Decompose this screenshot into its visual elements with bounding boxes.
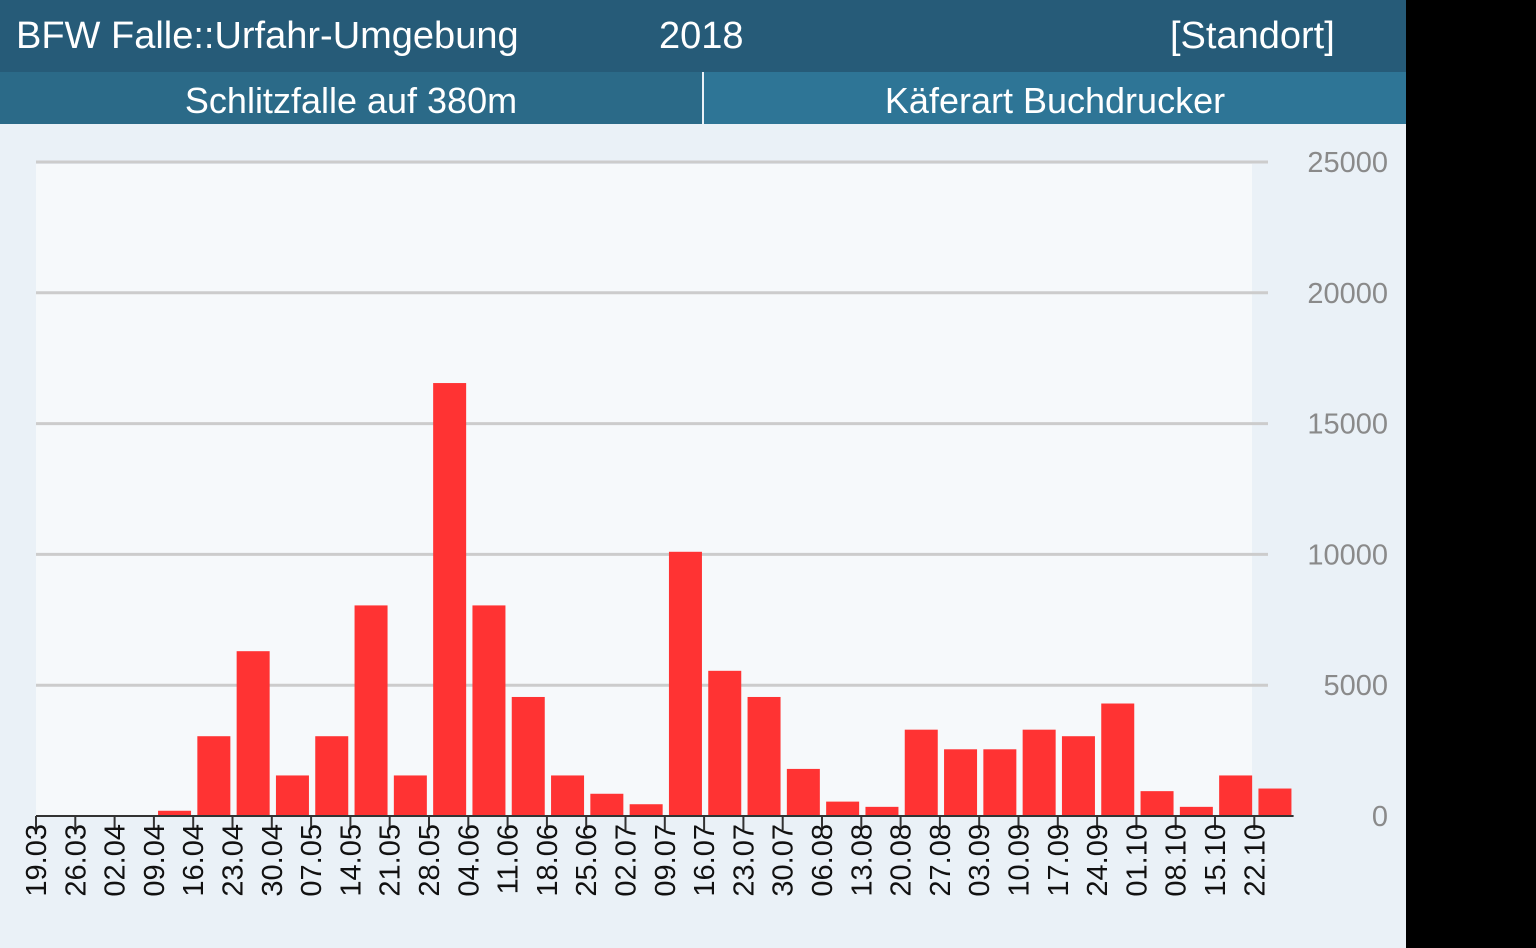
bar-02.07[interactable] bbox=[629, 804, 663, 816]
x-tick-label: 15.10 bbox=[1200, 824, 1232, 897]
bar-06.08[interactable] bbox=[826, 801, 860, 816]
bar-23.04[interactable] bbox=[236, 651, 270, 816]
plot-area bbox=[36, 164, 1252, 816]
bar-21.05[interactable] bbox=[393, 775, 427, 816]
location-label[interactable]: [Standort] bbox=[1170, 15, 1335, 57]
x-tick-label: 14.05 bbox=[335, 824, 367, 897]
x-tick-label: 11.06 bbox=[493, 824, 525, 894]
bar-30.04[interactable] bbox=[275, 775, 309, 816]
bar-10.09[interactable] bbox=[1022, 729, 1056, 816]
x-tick-label: 19.03 bbox=[21, 824, 53, 897]
x-tick-label: 01.10 bbox=[1121, 824, 1153, 897]
x-tick-label: 06.08 bbox=[807, 824, 839, 897]
x-tick-label: 23.07 bbox=[728, 824, 760, 897]
y-tick-label: 10000 bbox=[1307, 539, 1388, 571]
x-tick-label: 09.04 bbox=[139, 824, 171, 897]
y-axis-labels: 0 5000 10000 15000 20000 25000 bbox=[1307, 147, 1388, 833]
x-tick-label: 24.09 bbox=[1082, 824, 1114, 897]
bar-18.06[interactable] bbox=[551, 775, 585, 816]
x-tick-label: 23.04 bbox=[218, 824, 250, 897]
x-tick-label: 13.08 bbox=[846, 824, 878, 897]
grid-lines bbox=[36, 160, 1268, 687]
bar-11.06[interactable] bbox=[511, 696, 545, 816]
bar-09.07[interactable] bbox=[668, 551, 702, 816]
x-tick-label: 04.06 bbox=[453, 824, 485, 897]
bar-27.08[interactable] bbox=[944, 749, 978, 816]
x-tick-label: 30.07 bbox=[768, 824, 800, 897]
bar-04.06[interactable] bbox=[472, 605, 506, 816]
bar-30.07[interactable] bbox=[786, 768, 820, 816]
title-bar: BFW Falle::Urfahr-Umgebung 2018 [Standor… bbox=[0, 0, 1406, 72]
x-tick-label: 16.04 bbox=[178, 824, 210, 897]
bars bbox=[158, 383, 1292, 816]
x-tick-label: 08.10 bbox=[1161, 824, 1193, 897]
x-tick-label: 16.07 bbox=[689, 824, 721, 897]
x-tick-label: 09.07 bbox=[650, 824, 682, 897]
y-tick-label: 5000 bbox=[1323, 670, 1388, 702]
bar-03.09[interactable] bbox=[983, 749, 1017, 816]
bar-22.10[interactable] bbox=[1258, 788, 1292, 816]
station-title: BFW Falle::Urfahr-Umgebung bbox=[16, 15, 519, 57]
x-tick-label: 10.09 bbox=[1004, 824, 1036, 897]
x-tick-label: 18.06 bbox=[532, 824, 564, 897]
y-tick-label: 20000 bbox=[1307, 278, 1388, 310]
y-tick-label: 15000 bbox=[1307, 409, 1388, 441]
trap-label: Schlitzfalle auf 380m bbox=[0, 72, 702, 124]
x-axis bbox=[35, 815, 1294, 830]
bar-16.07[interactable] bbox=[708, 670, 742, 816]
x-tick-label: 07.05 bbox=[296, 824, 328, 897]
x-tick-label: 26.03 bbox=[60, 824, 92, 897]
species-label: Käferart Buchdrucker bbox=[704, 72, 1406, 124]
x-tick-label: 17.09 bbox=[1043, 824, 1075, 897]
bar-09.04[interactable] bbox=[158, 810, 192, 816]
bar-08.10[interactable] bbox=[1179, 806, 1213, 816]
bar-15.10[interactable] bbox=[1219, 775, 1253, 816]
bar-20.08[interactable] bbox=[904, 729, 938, 816]
y-tick-label: 0 bbox=[1372, 801, 1388, 833]
bar-25.06[interactable] bbox=[590, 793, 624, 816]
x-tick-label: 27.08 bbox=[925, 824, 957, 897]
bar-13.08[interactable] bbox=[865, 806, 899, 816]
bar-17.09[interactable] bbox=[1061, 736, 1095, 816]
chart-panel: BFW Falle::Urfahr-Umgebung 2018 [Standor… bbox=[0, 0, 1406, 948]
x-tick-label: 20.08 bbox=[886, 824, 918, 897]
x-tick-label: 03.09 bbox=[964, 824, 996, 897]
x-tick-label: 22.10 bbox=[1239, 824, 1271, 897]
bar-16.04[interactable] bbox=[197, 736, 231, 816]
bar-01.10[interactable] bbox=[1140, 791, 1174, 816]
bar-28.05[interactable] bbox=[433, 383, 467, 816]
x-tick-label: 25.06 bbox=[571, 824, 603, 897]
bar-14.05[interactable] bbox=[354, 605, 388, 816]
bar-23.07[interactable] bbox=[747, 696, 781, 816]
y-tick-label: 25000 bbox=[1307, 147, 1388, 179]
bar-07.05[interactable] bbox=[315, 736, 349, 816]
x-tick-label: 30.04 bbox=[257, 824, 289, 897]
x-tick-label: 02.07 bbox=[611, 824, 643, 897]
year-label: 2018 bbox=[659, 15, 744, 57]
x-axis-labels: 19.03 26.03 02.04 09.04 16.04 23.04 30.04 07.05… bbox=[21, 824, 1271, 897]
x-tick-label: 21.05 bbox=[375, 824, 407, 897]
bar-24.09[interactable] bbox=[1101, 703, 1135, 816]
x-tick-label: 28.05 bbox=[414, 824, 446, 897]
x-tick-label: 02.04 bbox=[100, 824, 132, 897]
